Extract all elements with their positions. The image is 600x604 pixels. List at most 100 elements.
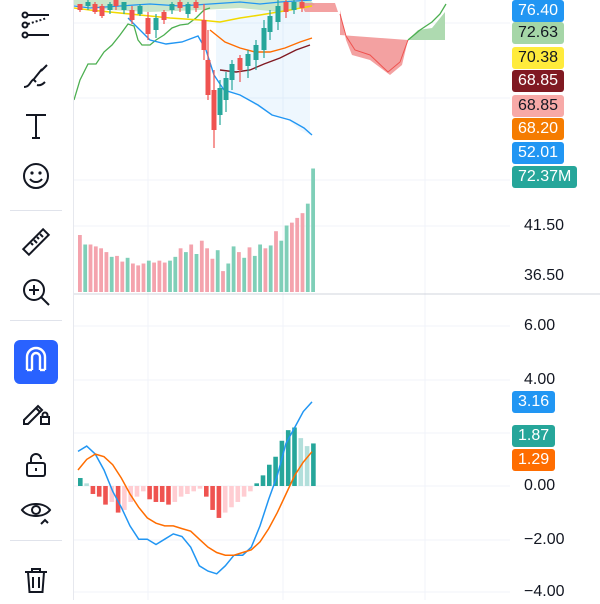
volume-bar	[115, 255, 119, 292]
candle-body	[211, 90, 217, 130]
candle-body	[201, 20, 207, 50]
candle-body	[77, 4, 83, 10]
macd-histogram-bar	[109, 486, 115, 502]
price-badge: 68.85	[512, 70, 565, 92]
volume-bar	[252, 255, 257, 292]
volume-bar	[268, 245, 273, 292]
hide-tool[interactable]	[14, 492, 58, 536]
macd-histogram-bar	[96, 486, 102, 497]
candle-body	[113, 0, 119, 6]
macd-histogram-bar	[147, 486, 152, 500]
ichimoku-lag-line	[339, 13, 409, 73]
volume-bar	[247, 247, 252, 292]
price-badge: 68.20	[512, 118, 565, 140]
volume-axis-label: 41.50	[524, 217, 565, 234]
candle-body	[153, 18, 159, 30]
brush-icon	[19, 59, 53, 98]
brush-tool[interactable]	[14, 56, 58, 100]
volume-bar	[141, 263, 146, 292]
signal-line	[77, 451, 313, 556]
macd-histogram-bar	[204, 486, 209, 497]
macd-histogram-bar	[122, 486, 127, 510]
macd-histogram-bar	[229, 486, 234, 508]
volume-bar	[274, 231, 278, 292]
ichimoku-lead-line	[407, 3, 447, 41]
macd-histogram-bar	[84, 483, 89, 486]
magnet-icon	[19, 343, 53, 382]
delete-tool[interactable]	[14, 560, 58, 604]
volume-bar	[242, 257, 247, 292]
volume-bar	[263, 248, 268, 292]
volume-bar	[178, 248, 183, 292]
pencil-lock-icon	[19, 395, 53, 434]
macd-histogram-bar	[311, 443, 316, 486]
macd-histogram-bar	[235, 486, 241, 502]
macd-axis-label: −2.00	[524, 531, 565, 548]
candle-body	[283, 2, 289, 12]
chart-area[interactable]	[74, 0, 600, 600]
candle-body	[261, 28, 267, 50]
price-badge: 72.63	[512, 22, 565, 44]
macd-badge: 1.87	[512, 425, 556, 447]
lock-drawings-tool[interactable]	[14, 392, 58, 436]
zoom-in-icon	[19, 275, 53, 314]
macd-axis-label: 6.00	[524, 317, 556, 334]
trash-icon	[19, 563, 53, 602]
volume-bar	[168, 260, 172, 292]
candle-body	[267, 16, 273, 32]
volume-bar	[131, 263, 135, 292]
volume-bar	[194, 254, 199, 292]
price-badge: 70.38	[512, 47, 565, 69]
macd-histogram-bar	[267, 464, 272, 486]
price-badge: 76.40	[512, 0, 565, 22]
candle-body	[129, 10, 135, 20]
candle-body	[193, 2, 199, 8]
macd-axis-label: 4.00	[524, 371, 556, 388]
zoom-in-tool[interactable]	[14, 272, 58, 316]
ichimoku-span-line	[74, 7, 211, 101]
macd-histogram-bar	[304, 446, 310, 486]
volume-bar	[93, 246, 98, 292]
volume-bar	[88, 244, 93, 292]
emoji-tool[interactable]	[14, 156, 58, 200]
macd-badge: 3.16	[512, 391, 556, 413]
volume-bar	[279, 240, 284, 292]
macd-histogram-bar	[273, 456, 278, 486]
smiley-icon	[19, 159, 53, 198]
text-icon	[19, 109, 53, 148]
candle-body	[137, 6, 143, 14]
lock-tool[interactable]	[14, 444, 58, 488]
volume-bar	[226, 263, 231, 292]
price-badge: 68.85	[512, 95, 565, 117]
macd-histogram-bar	[222, 486, 228, 513]
volume-bar	[284, 225, 289, 292]
candle-body	[245, 54, 251, 66]
macd-histogram-bar	[172, 486, 178, 502]
macd-histogram-bar	[260, 475, 266, 486]
candle-body	[92, 4, 98, 12]
text-tool[interactable]	[14, 106, 58, 150]
volume-bar	[300, 213, 305, 292]
candle-body	[291, 2, 297, 10]
macd-histogram-bar	[191, 486, 196, 492]
candle-body	[121, 2, 127, 10]
volume-bar	[205, 248, 209, 292]
volume-bar	[311, 168, 315, 292]
candle-body	[299, 2, 305, 8]
magnet-tool[interactable]	[14, 340, 58, 384]
candle-body	[169, 4, 175, 10]
volume-bar	[146, 260, 151, 292]
ruler-tool[interactable]	[14, 222, 58, 266]
volume-bar	[173, 256, 178, 292]
volume-bar	[125, 257, 130, 292]
trend-line-tool[interactable]	[14, 4, 58, 48]
toolbar-separator	[10, 540, 62, 541]
candle-body	[177, 2, 183, 8]
volume-axis-label: 36.50	[524, 267, 565, 284]
candle-body	[99, 6, 105, 16]
volume-bar	[189, 244, 194, 292]
trend-line-icon	[19, 7, 53, 46]
macd-histogram-bar	[248, 486, 253, 492]
volume-bar	[184, 252, 188, 292]
ruler-icon	[19, 225, 53, 264]
